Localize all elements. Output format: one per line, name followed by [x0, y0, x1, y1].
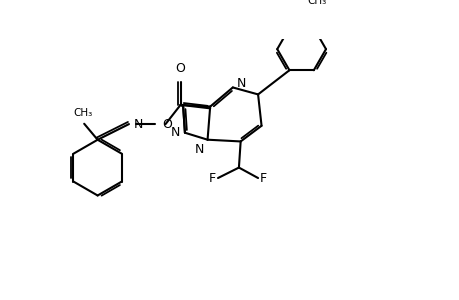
Text: O: O: [175, 62, 185, 75]
Text: O: O: [162, 118, 172, 130]
Text: F: F: [259, 172, 266, 185]
Text: N: N: [194, 143, 204, 156]
Text: CH₃: CH₃: [73, 108, 93, 118]
Text: N: N: [236, 77, 245, 91]
Text: N: N: [170, 126, 179, 139]
Text: N: N: [134, 118, 143, 130]
Text: F: F: [209, 172, 216, 185]
Text: CH₃: CH₃: [307, 0, 326, 6]
